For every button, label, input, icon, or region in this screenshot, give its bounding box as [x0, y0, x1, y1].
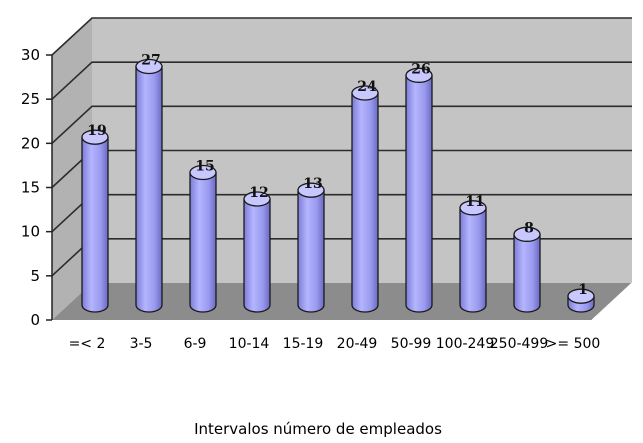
bar: 27	[135, 53, 163, 313]
y-axis-ticks: 0 5 10 15 20 25 30	[21, 46, 53, 329]
x-tick-label: 6-9	[184, 336, 207, 352]
x-tick-label: 3-5	[130, 336, 153, 352]
bar-top	[351, 85, 379, 101]
data-label: 24	[357, 79, 377, 95]
bar: 13	[297, 176, 325, 313]
bar-body	[405, 74, 433, 313]
y-tick-label: 0	[30, 311, 40, 329]
x-tick-label: >= 500	[546, 336, 601, 352]
bar-top	[513, 226, 541, 242]
bar-body	[459, 207, 487, 313]
gridline	[51, 105, 632, 144]
x-tick-label: 50-99	[391, 336, 432, 352]
data-label: 11	[465, 194, 484, 210]
bars: 19 27 15 12 13 24 26 11 8 1	[81, 53, 595, 313]
y-tick-label: 10	[21, 223, 40, 241]
data-label: 13	[303, 176, 322, 192]
x-tick-label: 100-249	[436, 336, 495, 352]
bar: 24	[351, 79, 379, 313]
bar-body	[189, 171, 217, 313]
data-label: 15	[195, 159, 214, 175]
bar-top	[243, 191, 271, 207]
bar-top	[459, 200, 487, 216]
bar-top	[81, 129, 109, 145]
bar-top	[405, 67, 433, 83]
data-label: 26	[411, 61, 430, 77]
gridline	[51, 17, 632, 56]
y-tick-label: 30	[21, 46, 40, 64]
bar: 1	[567, 282, 595, 313]
x-tick-label: =< 2	[69, 336, 106, 352]
bar-body	[243, 198, 271, 313]
bar-top	[297, 182, 325, 198]
y-tick-label: 5	[30, 267, 40, 285]
bar-body	[297, 189, 325, 313]
floor-edge	[591, 282, 633, 321]
data-label: 27	[141, 53, 160, 69]
x-tick-label: 15-19	[283, 336, 324, 352]
y-tick-label: 25	[21, 90, 40, 108]
bar: 12	[243, 185, 271, 313]
bar-body	[351, 92, 379, 313]
bar-body	[81, 136, 109, 313]
x-tick-label: 10-14	[229, 336, 270, 352]
data-label: 19	[87, 123, 106, 139]
bar-body	[513, 233, 541, 313]
bar: 11	[459, 194, 487, 313]
y-tick-label: 15	[21, 179, 40, 197]
bar: 15	[189, 159, 217, 313]
bar-body	[135, 65, 163, 313]
y-tick-label: 20	[21, 134, 40, 152]
data-label: 1	[578, 282, 588, 298]
x-tick-label: 250-499	[490, 336, 549, 352]
data-label: 12	[249, 185, 268, 201]
bar-top	[135, 58, 163, 75]
bar: 26	[405, 61, 433, 313]
bar: 8	[513, 220, 541, 313]
bar-top	[189, 164, 217, 181]
x-axis-title: Intervalos número de empleados	[194, 420, 442, 438]
gridline	[51, 61, 632, 100]
bar-top	[567, 288, 595, 304]
bar: 19	[81, 123, 109, 313]
x-tick-label: 20-49	[337, 336, 378, 352]
data-label: 8	[524, 220, 534, 236]
x-axis-ticks: =< 2 3-5 6-9 10-14 15-19 20-49 50-99 100-249250…	[69, 336, 601, 352]
